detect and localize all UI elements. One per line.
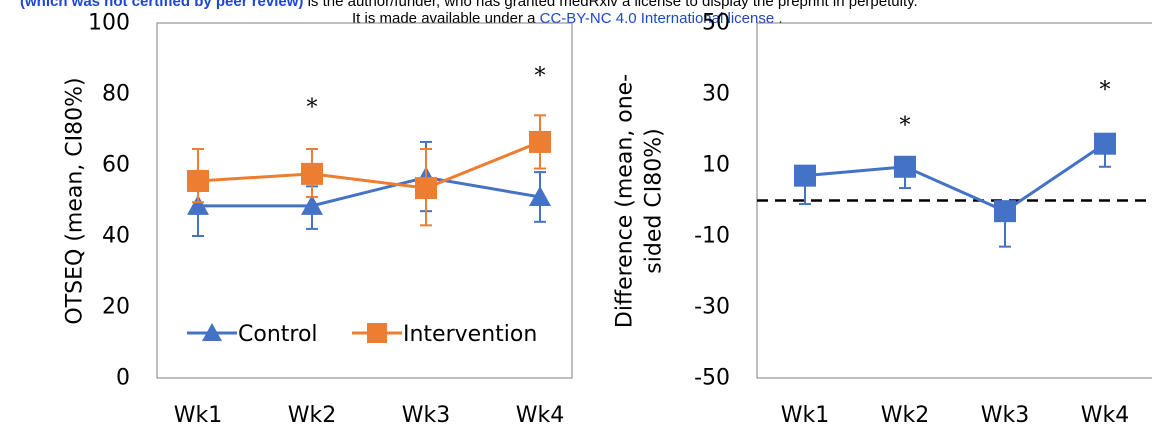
otseq-series xyxy=(187,114,551,237)
otseq-plot-area xyxy=(156,22,573,379)
otseq-series-control xyxy=(187,140,551,237)
data-point-square xyxy=(415,177,437,200)
otseq-y-tick-label: 0 xyxy=(116,366,130,391)
otseq-chart: 0 20 40 60 80 100 Wk1 Wk2 Wk3 Wk4 OTSEQ (mean, C… xyxy=(63,11,573,428)
otseq-y-tick-label: 40 xyxy=(102,224,130,249)
difference-series-difference xyxy=(794,132,1116,248)
legend-intervention-square-icon xyxy=(367,323,387,343)
legend-control-label: Control xyxy=(238,322,318,347)
difference-x-tick-label: Wk4 xyxy=(1081,403,1130,428)
data-point-square xyxy=(301,162,323,185)
difference-y-axis-title-line2: sided CI80%) xyxy=(642,128,667,273)
difference-x-axis: Wk1 Wk2 Wk3 Wk4 xyxy=(781,403,1130,428)
data-point-triangle xyxy=(529,185,551,206)
otseq-x-axis: Wk1 Wk2 Wk3 Wk4 xyxy=(174,403,565,428)
difference-annotations: ** xyxy=(900,78,1111,139)
license-statement: is the author/funder, who has granted me… xyxy=(303,0,918,10)
otseq-y-tick-label: 80 xyxy=(102,82,130,107)
data-point-square xyxy=(187,169,209,192)
otseq-y-tick-label: 20 xyxy=(102,295,130,320)
difference-y-tick-label: -50 xyxy=(694,366,730,391)
otseq-legend: Control Intervention xyxy=(187,322,537,347)
otseq-y-axis: 0 20 40 60 80 100 xyxy=(88,11,130,391)
legend-intervention-label: Intervention xyxy=(403,322,537,347)
otseq-x-tick-label: Wk2 xyxy=(288,403,337,428)
data-point-triangle xyxy=(301,194,323,215)
difference-line-difference xyxy=(804,142,1106,213)
otseq-y-axis-title: OTSEQ (mean, CI80%) xyxy=(63,77,88,324)
difference-chart: -50 -30 -10 10 30 50 Wk1 Wk2 Wk3 Wk4 Difference … xyxy=(613,11,1152,428)
otseq-y-tick-label: 60 xyxy=(102,153,130,178)
otseq-x-tick-label: Wk3 xyxy=(402,403,451,428)
difference-x-tick-label: Wk3 xyxy=(981,403,1030,428)
peer-review-note: (which was not certified by peer review) xyxy=(20,0,304,10)
significance-asterisk: * xyxy=(307,96,318,121)
data-point-triangle xyxy=(187,194,209,215)
difference-y-tick-label: 10 xyxy=(702,153,730,178)
data-point-square xyxy=(894,155,916,178)
otseq-x-tick-label: Wk1 xyxy=(174,403,223,428)
significance-asterisk: * xyxy=(900,113,911,138)
data-point-square xyxy=(529,130,551,153)
data-point-square xyxy=(794,164,816,187)
difference-y-tick-label: 50 xyxy=(702,11,730,36)
legend-control-triangle-icon xyxy=(202,323,222,341)
difference-y-tick-label: -10 xyxy=(694,224,730,249)
difference-y-axis: -50 -30 -10 10 30 50 xyxy=(694,11,730,391)
otseq-x-tick-label: Wk4 xyxy=(516,403,565,428)
difference-x-tick-label: Wk1 xyxy=(781,403,830,428)
data-point-square xyxy=(994,200,1016,223)
otseq-line-intervention xyxy=(197,140,541,190)
preprint-header-line1: (which was not certified by peer review)… xyxy=(20,0,918,10)
difference-x-tick-label: Wk2 xyxy=(881,403,930,428)
difference-series xyxy=(794,132,1116,248)
otseq-series-intervention xyxy=(187,114,551,227)
data-point-square xyxy=(1094,132,1116,155)
license-link[interactable]: CC-BY-NC 4.0 International license xyxy=(539,10,775,27)
otseq-y-tick-label: 100 xyxy=(88,11,130,36)
significance-asterisk: * xyxy=(1100,78,1111,103)
difference-y-tick-label: 30 xyxy=(702,82,730,107)
otseq-line-control xyxy=(198,175,541,208)
difference-y-axis-title-line1: Difference (mean, one- xyxy=(613,74,638,328)
difference-y-tick-label: -30 xyxy=(694,295,730,320)
significance-asterisk: * xyxy=(535,64,546,89)
license-suffix: . xyxy=(774,10,783,27)
otseq-annotations: ** xyxy=(307,64,546,121)
